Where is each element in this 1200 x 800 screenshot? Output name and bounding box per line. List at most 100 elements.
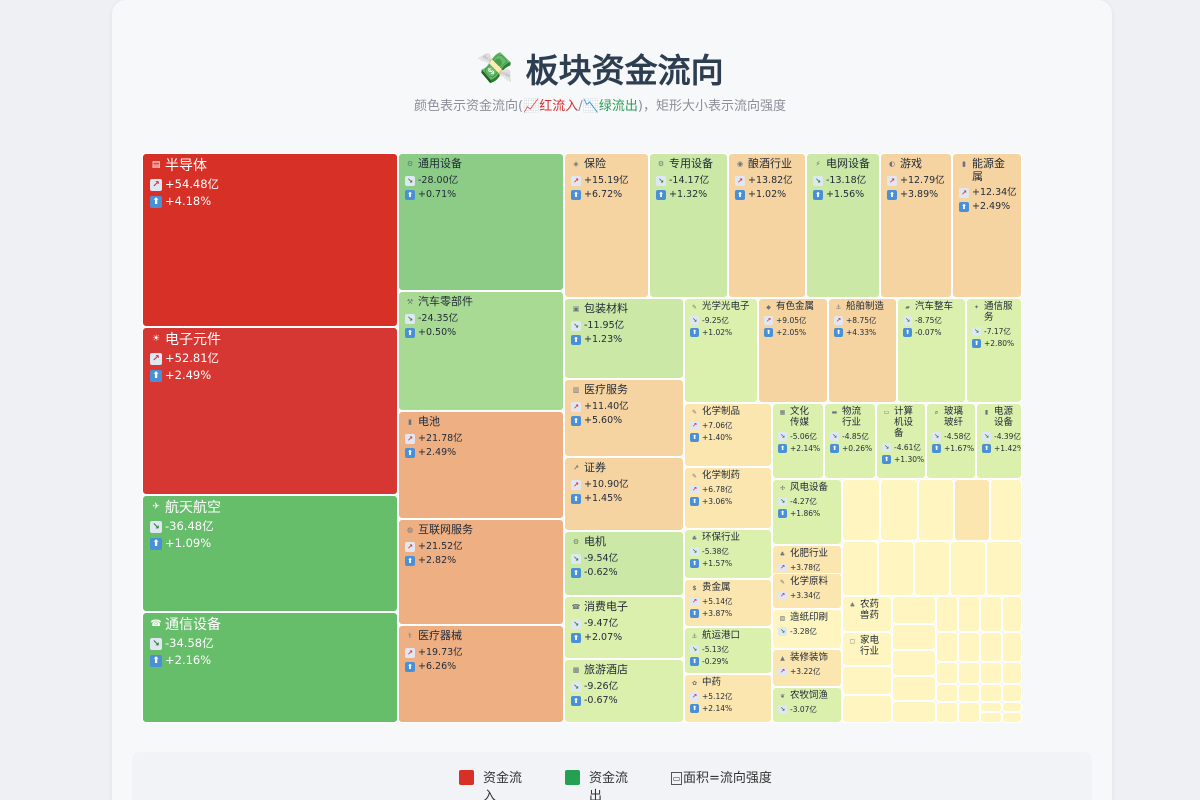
treemap-cell-small[interactable]: [936, 684, 958, 702]
treemap-cell-small[interactable]: [878, 541, 914, 596]
treemap-cell[interactable]: ☎ 消费电子 ↘ -9.47亿 ⬆ +2.07%: [564, 596, 684, 659]
treemap-cell[interactable]: ▧ 造纸印刷 ↘ -3.28亿: [772, 609, 842, 649]
treemap-cell-small[interactable]: [1002, 684, 1022, 702]
treemap-cell-small[interactable]: [958, 702, 980, 723]
treemap-cell-small[interactable]: [950, 541, 986, 596]
treemap-cell[interactable]: ⚓ 航运港口 ↘ -5.13亿 ⬆ -0.29%: [684, 627, 772, 674]
treemap-cell[interactable]: ▢ 家电行业: [842, 632, 892, 666]
treemap-cell[interactable]: ▣ 包装材料 ↘ -11.95亿 ⬆ +1.23%: [564, 298, 684, 379]
treemap-cell[interactable]: ▩ 旅游酒店 ↘ -9.26亿 ⬆ -0.67%: [564, 659, 684, 723]
treemap-cell-small[interactable]: [918, 479, 954, 541]
treemap-cell[interactable]: $ 贵金属 ↗ +5.14亿 ⬆ +3.87%: [684, 579, 772, 627]
treemap-cell-small[interactable]: [1002, 632, 1022, 662]
treemap-cell[interactable]: ▲ 装修装饰 ↗ +3.22亿: [772, 649, 842, 687]
hotel-icon: ▩: [572, 666, 580, 674]
treemap-cell[interactable]: ⚙ 专用设备 ↘ -14.17亿 ⬆ +1.32%: [649, 153, 728, 298]
treemap-cell-small[interactable]: [958, 632, 980, 662]
treemap-cell-small[interactable]: [980, 684, 1002, 702]
treemap-cell-small[interactable]: [1002, 702, 1022, 712]
treemap-cell[interactable]: ▮ 能源金属 ↗ +12.34亿 ⬆ +2.49%: [952, 153, 1022, 298]
treemap-cell-small[interactable]: [842, 666, 892, 695]
treemap-cell[interactable]: ◆ 有色金属 ↗ +9.05亿 ⬆ +2.05%: [758, 298, 828, 403]
treemap-cell-small[interactable]: [990, 479, 1022, 541]
treemap-cell[interactable]: ❦ 农牧饲渔 ↘ -3.07亿: [772, 687, 842, 723]
treemap-cell[interactable]: ✈ 航天航空 ↘ -36.48亿 ⬆ +1.09%: [142, 495, 398, 612]
treemap-cell-small[interactable]: [892, 596, 936, 624]
treemap-cell[interactable]: ⚒ 汽车零部件 ↘ -24.35亿 ⬆ +0.50%: [398, 291, 564, 411]
treemap-cell[interactable]: ✎ 化学制品 ↗ +7.06亿 ⬆ +1.40%: [684, 403, 772, 467]
treemap-cell[interactable]: ◐ 游戏 ↗ +12.79亿 ⬆ +3.89%: [880, 153, 952, 298]
legend-swatch-inflow: [459, 770, 474, 785]
treemap-cell[interactable]: ▰ 汽车整车 ↘ -8.75亿 ⬆ -0.07%: [897, 298, 966, 403]
treemap-cell[interactable]: ▥ 医疗服务 ↗ +11.40亿 ⬆ +5.60%: [564, 379, 684, 457]
treemap-cell[interactable]: ✿ 中药 ↗ +5.12亿 ⬆ +2.14%: [684, 674, 772, 723]
treemap-cell-small[interactable]: [980, 712, 1002, 723]
treemap-cell-small[interactable]: [958, 684, 980, 702]
chart-down-icon: ↘: [690, 547, 699, 557]
treemap-cell[interactable]: ⚓ 船舶制造 ↗ +8.75亿 ⬆ +4.33%: [828, 298, 897, 403]
sector-flow-value: -13.18亿: [826, 174, 867, 186]
treemap-cell[interactable]: ♣ 农药兽药: [842, 596, 892, 632]
treemap-cell-small[interactable]: [958, 596, 980, 632]
treemap-cell[interactable]: ✦ 通信服务 ↘ -7.17亿 ⬆ +2.80%: [966, 298, 1022, 403]
treemap-cell-small[interactable]: [980, 632, 1002, 662]
treemap-cell-small[interactable]: [892, 701, 936, 723]
sector-name: ⚓ 船舶制造: [834, 301, 891, 313]
sector-flow: ↘ -36.48亿: [150, 518, 390, 535]
treemap-cell-small[interactable]: [980, 662, 1002, 684]
treemap-cell-small[interactable]: [892, 676, 936, 701]
treemap-cell-small[interactable]: [842, 695, 892, 723]
treemap-cell[interactable]: ▭ 计算机设备 ↘ -4.61亿 ⬆ +1.30%: [876, 403, 926, 479]
gear-icon: ⚙: [657, 160, 665, 168]
treemap-cell-small[interactable]: [936, 662, 958, 684]
treemap-cell[interactable]: ▮ 电池 ↗ +21.78亿 ⬆ +2.49%: [398, 411, 564, 519]
treemap-cell-small[interactable]: [936, 702, 958, 723]
treemap-cell-small[interactable]: [1002, 662, 1022, 684]
treemap-cell[interactable]: ⌕ 玻璃玻纤 ↘ -4.58亿 ⬆ +1.67%: [926, 403, 976, 479]
treemap-cell-small[interactable]: [842, 541, 878, 596]
treemap-cell[interactable]: ✎ 光学光电子 ↘ -9.25亿 ⬆ +1.02%: [684, 298, 758, 403]
sector-name-text: 船舶制造: [846, 301, 885, 312]
treemap-cell-small[interactable]: [936, 632, 958, 662]
sector-change: ⬆ +4.18%: [150, 193, 390, 210]
treemap-cell[interactable]: ☎ 通信设备 ↘ -34.58亿 ⬆ +2.16%: [142, 612, 398, 723]
treemap-cell[interactable]: ◉ 酿酒行业 ↗ +13.82亿 ⬆ +1.02%: [728, 153, 806, 298]
plant-icon: ♣: [779, 551, 786, 558]
treemap-cell[interactable]: ⚙ 电机 ↘ -9.54亿 ⬆ -0.62%: [564, 531, 684, 596]
treemap-cell[interactable]: ⚡ 电网设备 ↘ -13.18亿 ⬆ +1.56%: [806, 153, 880, 298]
chart-up-icon: ↗: [571, 401, 581, 412]
treemap-cell[interactable]: ☀ 电子元件 ↗ +52.81亿 ⬆ +2.49%: [142, 327, 398, 495]
treemap-cell-small[interactable]: [1002, 712, 1022, 723]
treemap-cell-small[interactable]: [954, 479, 990, 541]
treemap-cell[interactable]: ▮ 电源设备 ↘ -4.39亿 ⬆ +1.42%: [976, 403, 1022, 479]
treemap-cell-small[interactable]: [958, 662, 980, 684]
treemap-cell-small[interactable]: [914, 541, 950, 596]
treemap-cell-small[interactable]: [980, 702, 1002, 712]
treemap-cell[interactable]: ✎ 化学原料 ↗ +3.34亿: [772, 573, 842, 609]
treemap-cell[interactable]: ▦ 文化传媒 ↘ -5.06亿 ⬆ +2.14%: [772, 403, 824, 479]
treemap-cell[interactable]: ▬ 物流行业 ↘ -4.85亿 ⬆ +0.26%: [824, 403, 876, 479]
treemap-cell-small[interactable]: [986, 541, 1022, 596]
treemap-cell-small[interactable]: [936, 596, 958, 632]
treemap-cell-small[interactable]: [880, 479, 918, 541]
treemap-cell[interactable]: ↗ 证券 ↗ +10.90亿 ⬆ +1.45%: [564, 457, 684, 531]
sector-name-text: 装修装饰: [790, 652, 829, 663]
treemap-cell[interactable]: ⚙ 通用设备 ↘ -28.00亿 ⬆ +0.71%: [398, 153, 564, 291]
sector-change-value: +2.80%: [984, 338, 1015, 348]
treemap-cell-small[interactable]: [892, 650, 936, 676]
sector-change-value: +1.57%: [702, 558, 733, 568]
treemap-cell[interactable]: ♣ 环保行业 ↘ -5.38亿 ⬆ +1.57%: [684, 529, 772, 579]
treemap-cell-small[interactable]: [842, 479, 880, 541]
treemap-cell[interactable]: ▤ 半导体 ↗ +54.48亿 ⬆ +4.18%: [142, 153, 398, 327]
treemap-cell[interactable]: ◈ 保险 ↗ +15.19亿 ⬆ +6.72%: [564, 153, 649, 298]
gear-icon: ⚙: [406, 160, 414, 168]
treemap-cell[interactable]: ✣ 风电设备 ↘ -4.27亿 ⬆ +1.86%: [772, 479, 842, 545]
treemap-cell[interactable]: ◍ 互联网服务 ↗ +21.52亿 ⬆ +2.82%: [398, 519, 564, 625]
treemap-cell-small[interactable]: [1002, 596, 1022, 632]
treemap-cell-small[interactable]: [892, 624, 936, 650]
sector-name-text: 贵金属: [702, 582, 731, 593]
treemap-cell-small[interactable]: [980, 596, 1002, 632]
treemap-cell[interactable]: ✎ 化学制药 ↗ +6.78亿 ⬆ +3.06%: [684, 467, 772, 529]
treemap-cell[interactable]: ⚕ 医疗器械 ↗ +19.73亿 ⬆ +6.26%: [398, 625, 564, 723]
sector-flow: ↗ +13.82亿: [735, 174, 799, 188]
